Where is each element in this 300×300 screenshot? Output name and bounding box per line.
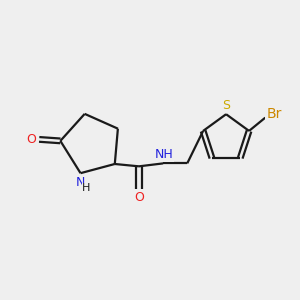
Text: NH: NH: [154, 148, 173, 161]
Text: Br: Br: [266, 106, 282, 121]
Text: O: O: [134, 191, 144, 204]
Text: H: H: [82, 184, 91, 194]
Text: S: S: [222, 99, 230, 112]
Text: N: N: [75, 176, 85, 189]
Text: O: O: [26, 133, 36, 146]
